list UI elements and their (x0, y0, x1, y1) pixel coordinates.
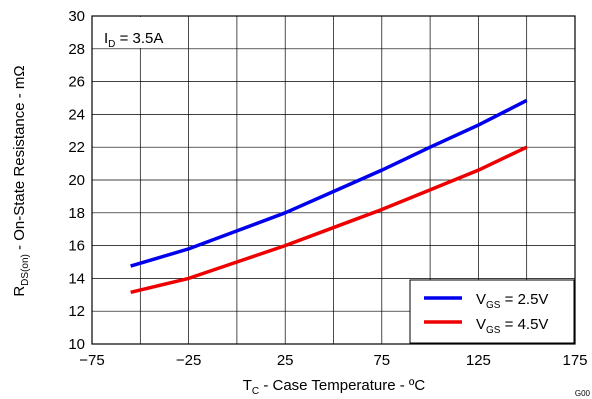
y-tick-label: 28 (68, 41, 85, 58)
series-line-2 (130, 145, 528, 295)
x-tick-label: −75 (79, 352, 104, 369)
series-line-1 (130, 98, 528, 268)
y-axis-title-rest: - On-State Resistance - mΩ (11, 65, 28, 254)
x-tick-label: 175 (562, 352, 587, 369)
legend-label-2-main: V (476, 316, 486, 333)
annotation-sub: D (108, 39, 115, 50)
y-tick-labels: 10 12 14 16 18 20 22 24 26 28 30 (68, 8, 85, 353)
legend-label-2-sub: GS (486, 325, 501, 336)
y-tick-label: 10 (68, 336, 85, 353)
y-tick-label: 20 (68, 172, 85, 189)
y-axis-title: RDS(on) - On-State Resistance - mΩ (11, 65, 31, 296)
legend-label-2: VGS = 4.5V (476, 316, 548, 336)
x-tick-label: 125 (466, 352, 491, 369)
x-axis-title-sub: C (252, 386, 259, 397)
plot-frame (91, 15, 576, 345)
annotation-text: ID = 3.5A (104, 30, 163, 50)
legend-label-1-sub: GS (486, 300, 501, 311)
annotation-background (93, 17, 184, 48)
legend-box (409, 279, 575, 344)
series-lines (130, 98, 528, 295)
x-tick-label: 75 (373, 352, 390, 369)
x-axis-title-main: T (243, 377, 252, 394)
y-axis-title-sub: DS(on) (20, 254, 31, 286)
legend: VGS = 2.5V VGS = 4.5V (409, 279, 575, 344)
gridlines (92, 16, 575, 344)
annotation-rest: = 3.5A (115, 30, 163, 47)
y-tick-label: 16 (68, 238, 85, 255)
y-axis-title-main: R (11, 286, 28, 297)
y-tick-label: 24 (68, 106, 85, 123)
y-tick-label: 14 (68, 270, 85, 287)
annotation-main: I (104, 30, 108, 47)
x-axis-title-rest: - Case Temperature - ºC (259, 377, 425, 394)
y-tick-label: 12 (68, 303, 85, 320)
x-tick-labels: −75 −25 25 75 125 175 (79, 352, 587, 369)
y-tick-label: 18 (68, 205, 85, 222)
legend-label-1-rest: = 2.5V (500, 291, 548, 308)
y-tick-label: 26 (68, 74, 85, 91)
y-tick-label: 30 (68, 8, 85, 25)
annotation-box: ID = 3.5A (93, 17, 184, 50)
y-tick-label: 22 (68, 139, 85, 156)
legend-label-1-main: V (476, 291, 486, 308)
legend-label-2-rest: = 4.5V (500, 316, 548, 333)
x-tick-label: −25 (176, 352, 201, 369)
legend-label-1: VGS = 2.5V (476, 291, 548, 311)
x-tick-label: 25 (277, 352, 294, 369)
x-axis-title: TC - Case Temperature - ºC (243, 377, 426, 397)
figure-id: G00 (575, 389, 591, 398)
